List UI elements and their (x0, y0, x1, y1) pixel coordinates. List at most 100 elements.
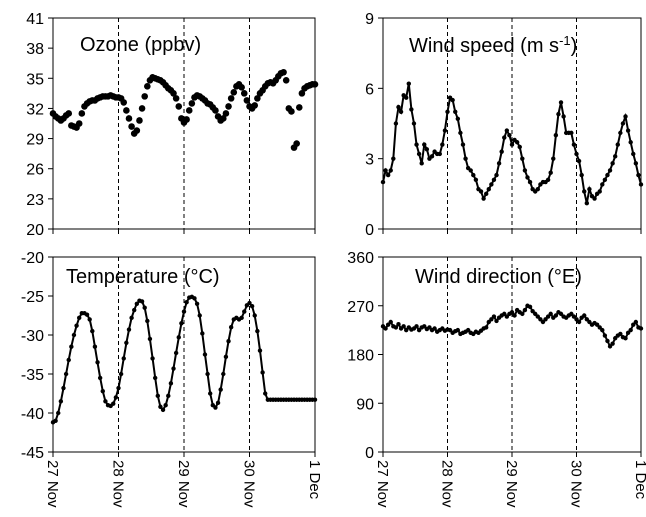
temperature-point (160, 407, 166, 413)
wind-direction-point (623, 336, 628, 341)
temperature-point (95, 360, 100, 365)
x-tick-label: 29 Nov (175, 460, 192, 508)
ozone-point (282, 76, 290, 84)
wind-speed-point (445, 109, 450, 114)
temperature-point (173, 350, 179, 356)
wind-direction-point (602, 333, 608, 338)
y-tick-label: -35 (21, 367, 44, 384)
temperature-point (66, 357, 71, 363)
temperature-point (97, 375, 103, 381)
wind-speed-point (463, 156, 468, 161)
wind-speed-point (638, 182, 644, 187)
y-tick-label: 26 (26, 162, 44, 179)
wind-speed-point (478, 189, 484, 194)
y-tick-label: 360 (347, 250, 374, 267)
wind-speed-point (605, 172, 610, 178)
temperature-point (166, 393, 171, 399)
ozone-point (141, 93, 148, 100)
wind-speed-point (494, 172, 499, 178)
temperature-point (218, 387, 223, 392)
ozone-point (172, 95, 180, 102)
ozone-point (75, 120, 83, 127)
panel-title: Temperature (°C) (66, 266, 220, 288)
temperature-point (200, 331, 205, 336)
temperature-point (205, 371, 210, 377)
panel-title: Ozone (ppbv) (80, 34, 201, 56)
wind-speed-point (419, 161, 424, 166)
temperature-point (168, 381, 174, 386)
ozone-point (136, 117, 143, 124)
ozone-point (220, 115, 227, 122)
wind-speed-point (453, 109, 458, 114)
temperature-point (134, 301, 140, 306)
x-tick-label: 30 Nov (568, 460, 585, 508)
ozone-point (185, 107, 193, 114)
wind-speed-point (571, 142, 577, 147)
y-tick-label: 41 (26, 11, 44, 28)
wind-speed-point (522, 168, 528, 173)
panel-title: Wind speed (m s-1) (409, 33, 577, 58)
wind-direction-point (600, 327, 605, 333)
ozone-point (295, 104, 303, 111)
wind-speed-point (440, 142, 445, 147)
wind-speed-point (610, 161, 615, 166)
temperature-point (129, 315, 134, 321)
wind-direction-point (414, 324, 419, 329)
wind-speed-point (484, 191, 489, 197)
temperature-point (113, 395, 119, 400)
wind-speed-point (398, 109, 404, 114)
temperature-point (124, 340, 129, 345)
wind-direction-point (432, 326, 437, 331)
y-tick-label: 270 (347, 299, 374, 316)
y-tick-label: 9 (365, 11, 374, 28)
ozone-point (243, 97, 251, 104)
ozone-point (212, 107, 219, 114)
ozone-point (144, 83, 151, 90)
wind-speed-point (584, 201, 590, 206)
wind-direction-point (618, 331, 623, 337)
wind-speed-point (499, 149, 504, 154)
wind-speed-point (496, 161, 502, 166)
panel-ozone: 20 23 26 29 32 35 38 41 Ozone (ppbv) (26, 11, 319, 239)
wind-direction-point (383, 326, 388, 331)
temperature-point (184, 300, 189, 305)
temperature-point (242, 309, 247, 314)
wind-speed-point (576, 158, 582, 164)
wind-speed-point (556, 111, 561, 117)
ozone-point (293, 140, 300, 147)
y-tick-label: -25 (21, 289, 44, 306)
wind-speed-point (628, 140, 633, 145)
wind-speed-point (411, 121, 417, 126)
wind-speed-point (636, 172, 641, 178)
wind-direction-point (396, 321, 401, 327)
x-tick-label: 29 Nov (503, 460, 520, 508)
x-tick-label: 28 Nov (110, 460, 127, 508)
temperature-point (150, 356, 155, 361)
wind-speed-point (625, 128, 631, 133)
y-tick-label: 38 (26, 41, 44, 58)
ozone-point (230, 89, 238, 96)
temperature-point (255, 328, 260, 334)
panel-title: Wind direction (°E) (415, 266, 582, 288)
wind-speed-point (600, 182, 605, 187)
temperature-point (213, 405, 218, 410)
x-tick-label: 1 Dec (632, 460, 646, 500)
temperature-point (69, 344, 74, 349)
wind-direction-point (553, 313, 559, 318)
wind-speed-point (527, 179, 533, 185)
temperature-point (132, 307, 137, 313)
wind-speed-point (558, 100, 564, 105)
temperature-line (52, 295, 315, 424)
wind-speed-point (525, 175, 530, 180)
wind-speed-point (535, 186, 540, 192)
wind-direction-point (628, 327, 633, 333)
wind-speed-point (561, 114, 566, 119)
y-tick-label: 180 (347, 348, 374, 365)
x-tick-label: 27 Nov (44, 460, 61, 508)
temperature-point (103, 399, 108, 404)
wind-direction-point (576, 319, 582, 325)
y-tick-label: 29 (26, 132, 44, 149)
temperature-point (58, 399, 64, 404)
temperature-point (171, 366, 176, 371)
